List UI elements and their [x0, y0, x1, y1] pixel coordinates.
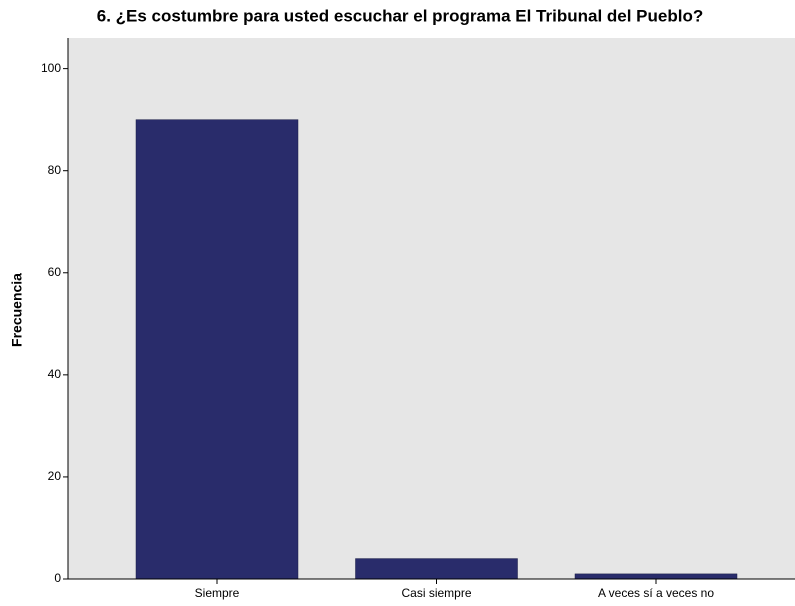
x-tick-label: A veces sí a veces no: [598, 586, 714, 600]
x-tick-label: Siempre: [195, 586, 240, 600]
bar: [574, 573, 738, 580]
bar: [135, 119, 299, 580]
y-tick-label: 0: [54, 571, 61, 585]
y-tick-label: 20: [48, 469, 62, 483]
bar: [355, 558, 518, 580]
chart-title: 6. ¿Es costumbre para usted escuchar el …: [97, 6, 704, 25]
y-tick-label: 100: [41, 61, 61, 75]
y-tick-label: 80: [48, 163, 62, 177]
y-axis-label: Frecuencia: [9, 273, 25, 347]
y-tick-label: 40: [48, 367, 62, 381]
y-tick-label: 60: [48, 265, 62, 279]
x-tick-label: Casi siempre: [401, 586, 471, 600]
